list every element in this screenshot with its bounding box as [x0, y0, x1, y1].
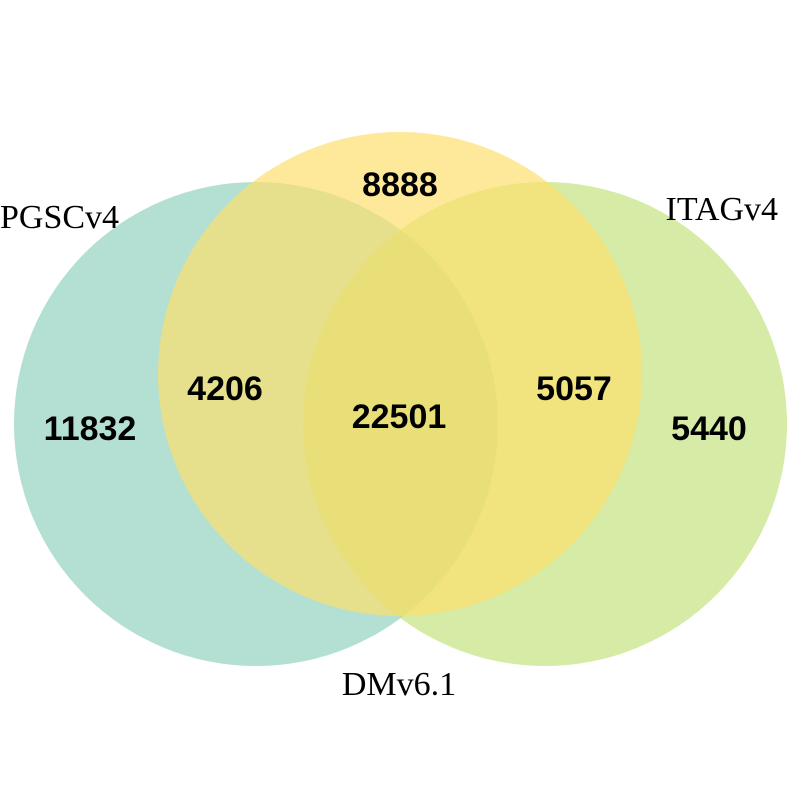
- set-label-pgscv4: PGSCv4: [0, 199, 119, 236]
- region-counts: 11832 8888 5440 4206 5057 22501: [44, 166, 747, 448]
- venn-circles: [14, 132, 787, 666]
- set-label-dmv6-1: DMv6.1: [342, 666, 456, 703]
- circle-dmv6-1: [158, 132, 642, 616]
- set-label-itagv4: ITAGv4: [666, 191, 778, 228]
- count-dmv6-1-itagv4: 5057: [536, 370, 612, 408]
- set-labels: PGSCv4 ITAGv4 DMv6.1: [0, 191, 778, 703]
- count-pgscv4-only: 11832: [44, 410, 137, 448]
- count-dmv6-1-only: 8888: [362, 166, 438, 204]
- count-pgscv4-dmv6-1: 4206: [187, 370, 263, 408]
- count-all-three: 22501: [352, 398, 447, 436]
- count-itagv4-only: 5440: [671, 410, 747, 448]
